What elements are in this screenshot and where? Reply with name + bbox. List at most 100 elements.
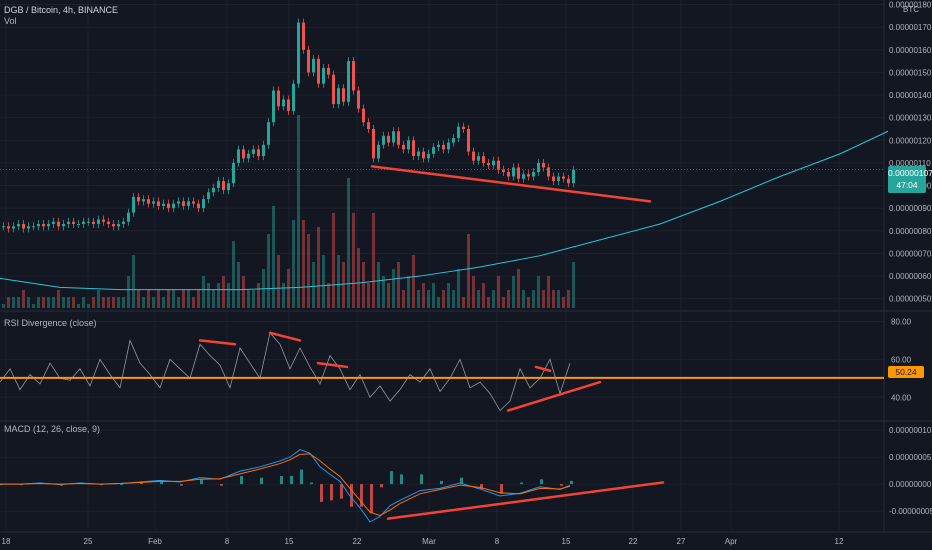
volume-bar xyxy=(382,276,385,308)
candle-body xyxy=(322,67,325,84)
candle-body xyxy=(132,196,135,213)
price-tick-label: 0.00000180 xyxy=(889,1,932,10)
volume-bar xyxy=(412,255,415,308)
macd-histogram-bar xyxy=(100,484,103,486)
candle-body xyxy=(52,221,55,225)
candle-body xyxy=(257,149,260,157)
candle-body xyxy=(567,178,570,184)
volume-bar xyxy=(572,262,575,308)
candle-body xyxy=(427,153,430,159)
macd-histogram-bar xyxy=(260,477,263,485)
macd-histogram-bar xyxy=(120,484,123,486)
volume-bar xyxy=(177,297,180,308)
volume-bar xyxy=(477,290,480,308)
candle-body xyxy=(477,156,480,161)
macd-histogram-bar xyxy=(460,477,463,485)
macd-tick-label: 0.00000010 xyxy=(889,426,932,435)
signal-line xyxy=(0,453,571,516)
price-tick-label: 0.00000050 xyxy=(889,295,932,304)
volume-bar xyxy=(187,290,190,308)
candle-body xyxy=(27,226,30,229)
candle-body xyxy=(237,149,240,163)
candle-body xyxy=(432,147,435,154)
volume-bar xyxy=(567,290,570,308)
volume-bar xyxy=(202,276,205,308)
rsi-pane[interactable] xyxy=(0,331,884,412)
trendline xyxy=(316,361,349,369)
rsi-value-badge: 50.24 xyxy=(888,366,924,378)
volume-bar xyxy=(482,283,485,308)
volume-bar xyxy=(167,290,170,308)
candle-body xyxy=(467,128,470,152)
volume-bar xyxy=(347,178,350,308)
time-tick-label: 22 xyxy=(353,537,362,546)
candle-body xyxy=(297,22,300,84)
candle-body xyxy=(462,126,465,129)
candle-body xyxy=(82,221,85,225)
volume-bar xyxy=(267,234,270,308)
candle-body xyxy=(422,151,425,159)
volume-bar xyxy=(297,115,300,308)
candle-body xyxy=(187,201,190,206)
candle-body xyxy=(207,192,210,200)
rsi-line xyxy=(0,331,571,412)
candle-body xyxy=(557,176,560,182)
candle-body xyxy=(122,221,125,225)
candle-body xyxy=(362,108,365,123)
volume-bar xyxy=(522,290,525,308)
candle-body xyxy=(12,226,15,229)
volume-bar xyxy=(137,290,140,308)
candle-body xyxy=(147,199,150,204)
rsi-tick-label: 60.00 xyxy=(891,355,912,364)
candle-body xyxy=(387,135,390,143)
volume-bar xyxy=(77,304,80,308)
macd-pane[interactable] xyxy=(0,448,665,523)
volume-bar xyxy=(12,297,15,308)
time-tick-label: Feb xyxy=(148,537,162,546)
candle-body xyxy=(62,224,65,227)
volume-bar xyxy=(62,297,65,308)
volume-bar xyxy=(527,297,530,308)
volume-label: Vol xyxy=(4,16,17,26)
candle-body xyxy=(302,22,305,50)
candle-body xyxy=(67,221,70,225)
candle-body xyxy=(292,83,295,111)
candle-body xyxy=(552,176,555,182)
trendline xyxy=(198,339,237,346)
candle-body xyxy=(47,224,50,227)
price-pane[interactable] xyxy=(0,18,889,308)
macd-histogram-bar xyxy=(390,471,393,485)
volume-bar xyxy=(557,290,560,308)
macd-tick-label: 0.00000005 xyxy=(889,453,932,462)
macd-histogram-bar xyxy=(420,474,423,485)
volume-bar xyxy=(547,276,550,308)
volume-bar xyxy=(17,297,20,308)
candle-body xyxy=(152,201,155,204)
volume-bar xyxy=(322,255,325,308)
candle-body xyxy=(502,169,505,172)
candle-body xyxy=(242,149,245,159)
volume-bar xyxy=(72,297,75,308)
candle-body xyxy=(277,90,280,107)
candle-body xyxy=(452,138,455,143)
volume-bar xyxy=(442,290,445,308)
volume-bar xyxy=(122,297,125,308)
volume-bar xyxy=(172,290,175,308)
volume-bar xyxy=(152,297,155,308)
volume-bar xyxy=(452,290,455,308)
candle-body xyxy=(537,162,540,172)
volume-bar xyxy=(517,269,520,308)
candle-body xyxy=(167,203,170,209)
candle-body xyxy=(42,224,45,227)
volume-bar xyxy=(352,213,355,308)
macd-histogram-bar xyxy=(220,484,223,486)
candle-body xyxy=(342,88,345,102)
time-tick-label: 8 xyxy=(225,537,230,546)
trendline xyxy=(386,481,665,520)
volume-bar xyxy=(227,283,230,308)
macd-histogram-bar xyxy=(500,484,503,494)
macd-histogram-bar xyxy=(180,484,183,486)
candle-body xyxy=(212,187,215,193)
macd-histogram-bar xyxy=(480,484,483,489)
